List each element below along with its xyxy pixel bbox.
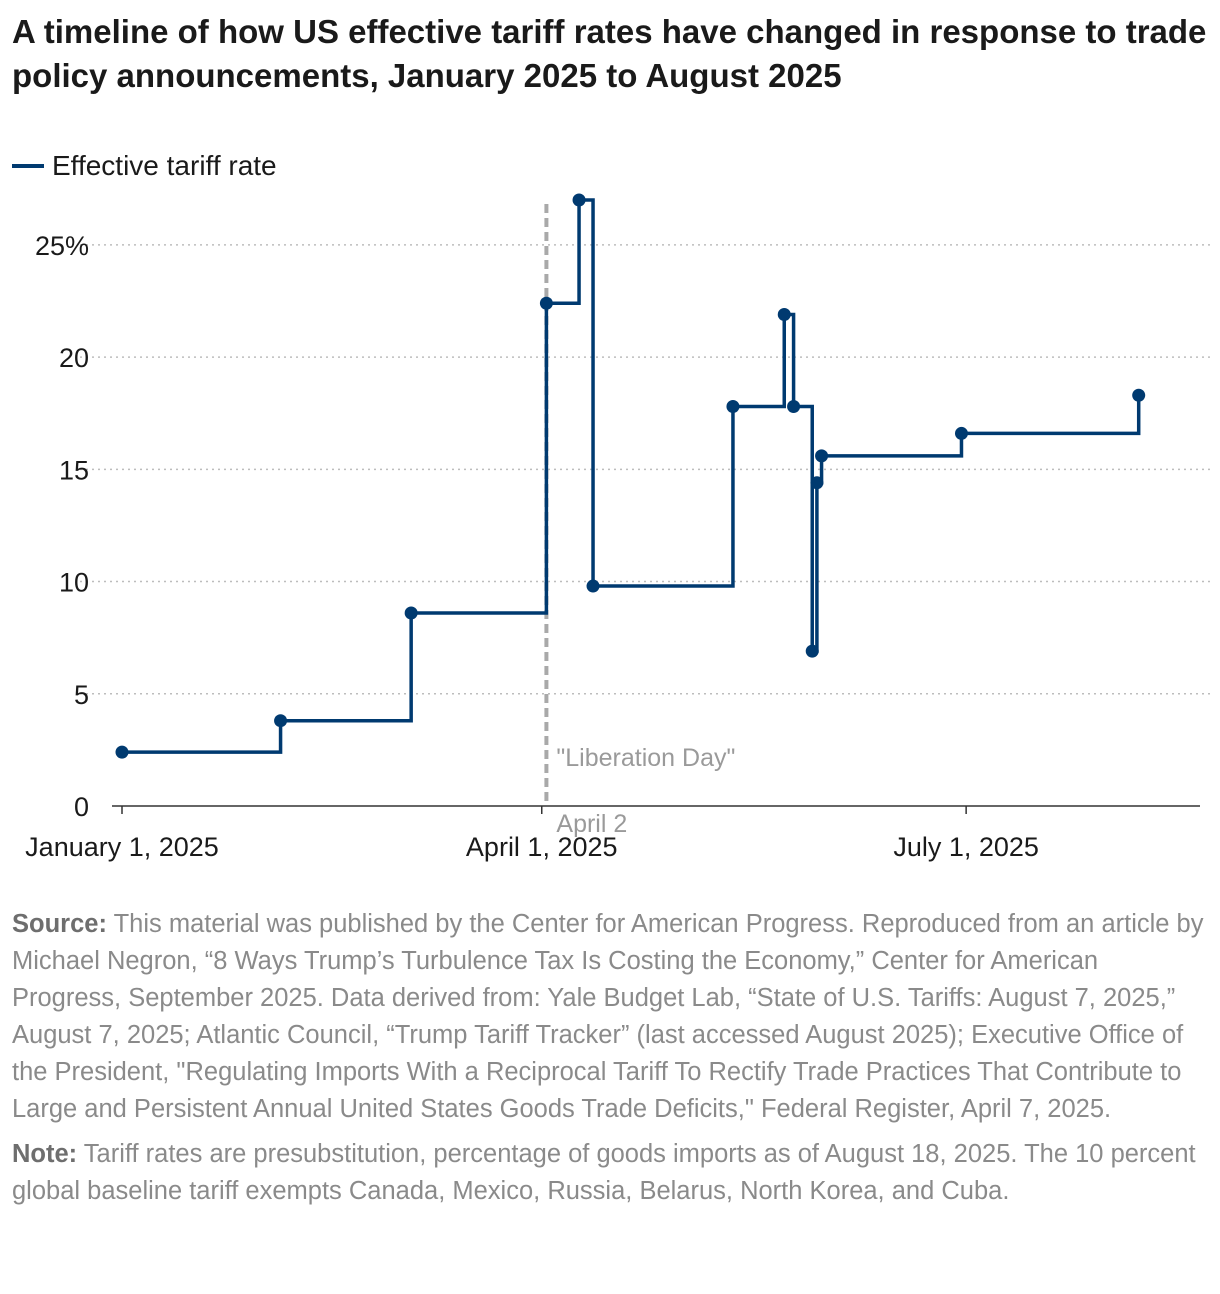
note-label: Note:: [12, 1140, 78, 1168]
source-note: Source: This material was published by t…: [12, 906, 1208, 1128]
data-point: [274, 714, 288, 728]
series-line-effective-tariff-rate: [122, 198, 1141, 754]
data-point: [115, 745, 129, 759]
y-tick-label: 15: [59, 455, 89, 485]
y-tick-label: 25%: [35, 231, 89, 261]
gridlines: [80, 244, 1210, 695]
legend-label: Effective tariff rate: [52, 150, 277, 181]
data-point: [787, 399, 801, 413]
data-point: [815, 449, 829, 463]
chart-title: A timeline of how US effective tariff ra…: [12, 13, 1207, 94]
data-point: [777, 307, 791, 321]
x-tick-label: July 1, 2025: [893, 832, 1039, 862]
data-point: [539, 296, 553, 310]
footer: Source: This material was published by t…: [12, 906, 1208, 1218]
annotation-layer: "Liberation Day" April 2: [544, 204, 735, 838]
y-tick-label: 10: [59, 568, 89, 598]
tariff-chart: "Liberation Day" April 2 January 1, 2025 A…: [25, 193, 1210, 862]
y-tick-label: 0: [74, 792, 89, 822]
data-point: [726, 399, 740, 413]
note: Note: Tariff rates are presubstitution, …: [12, 1136, 1208, 1210]
legend: Effective tariff rate: [12, 146, 277, 186]
x-axis: January 1, 2025 April 1, 2025 July 1, 2025: [25, 805, 1200, 862]
data-point: [810, 476, 824, 490]
data-point: [572, 193, 586, 207]
y-tick-label: 20: [59, 343, 89, 373]
data-point: [1132, 388, 1146, 402]
annotation-label: "Liberation Day": [556, 744, 735, 772]
data-point: [954, 426, 968, 440]
y-tick-label: 5: [74, 680, 89, 710]
data-point: [586, 579, 600, 593]
x-tick-label: January 1, 2025: [25, 832, 219, 862]
x-tick-label: April 1, 2025: [466, 832, 618, 862]
series-layer: [115, 193, 1146, 759]
source-label: Source:: [12, 910, 107, 938]
note-text: Tariff rates are presubstitution, percen…: [12, 1140, 1196, 1205]
source-text: This material was published by the Cente…: [12, 910, 1204, 1123]
annotation-date: April 2: [556, 810, 627, 838]
legend-swatch: [12, 164, 44, 168]
y-axis: 0 5 10 15 20 25%: [35, 231, 89, 822]
data-point: [404, 606, 418, 620]
data-point: [805, 644, 819, 658]
